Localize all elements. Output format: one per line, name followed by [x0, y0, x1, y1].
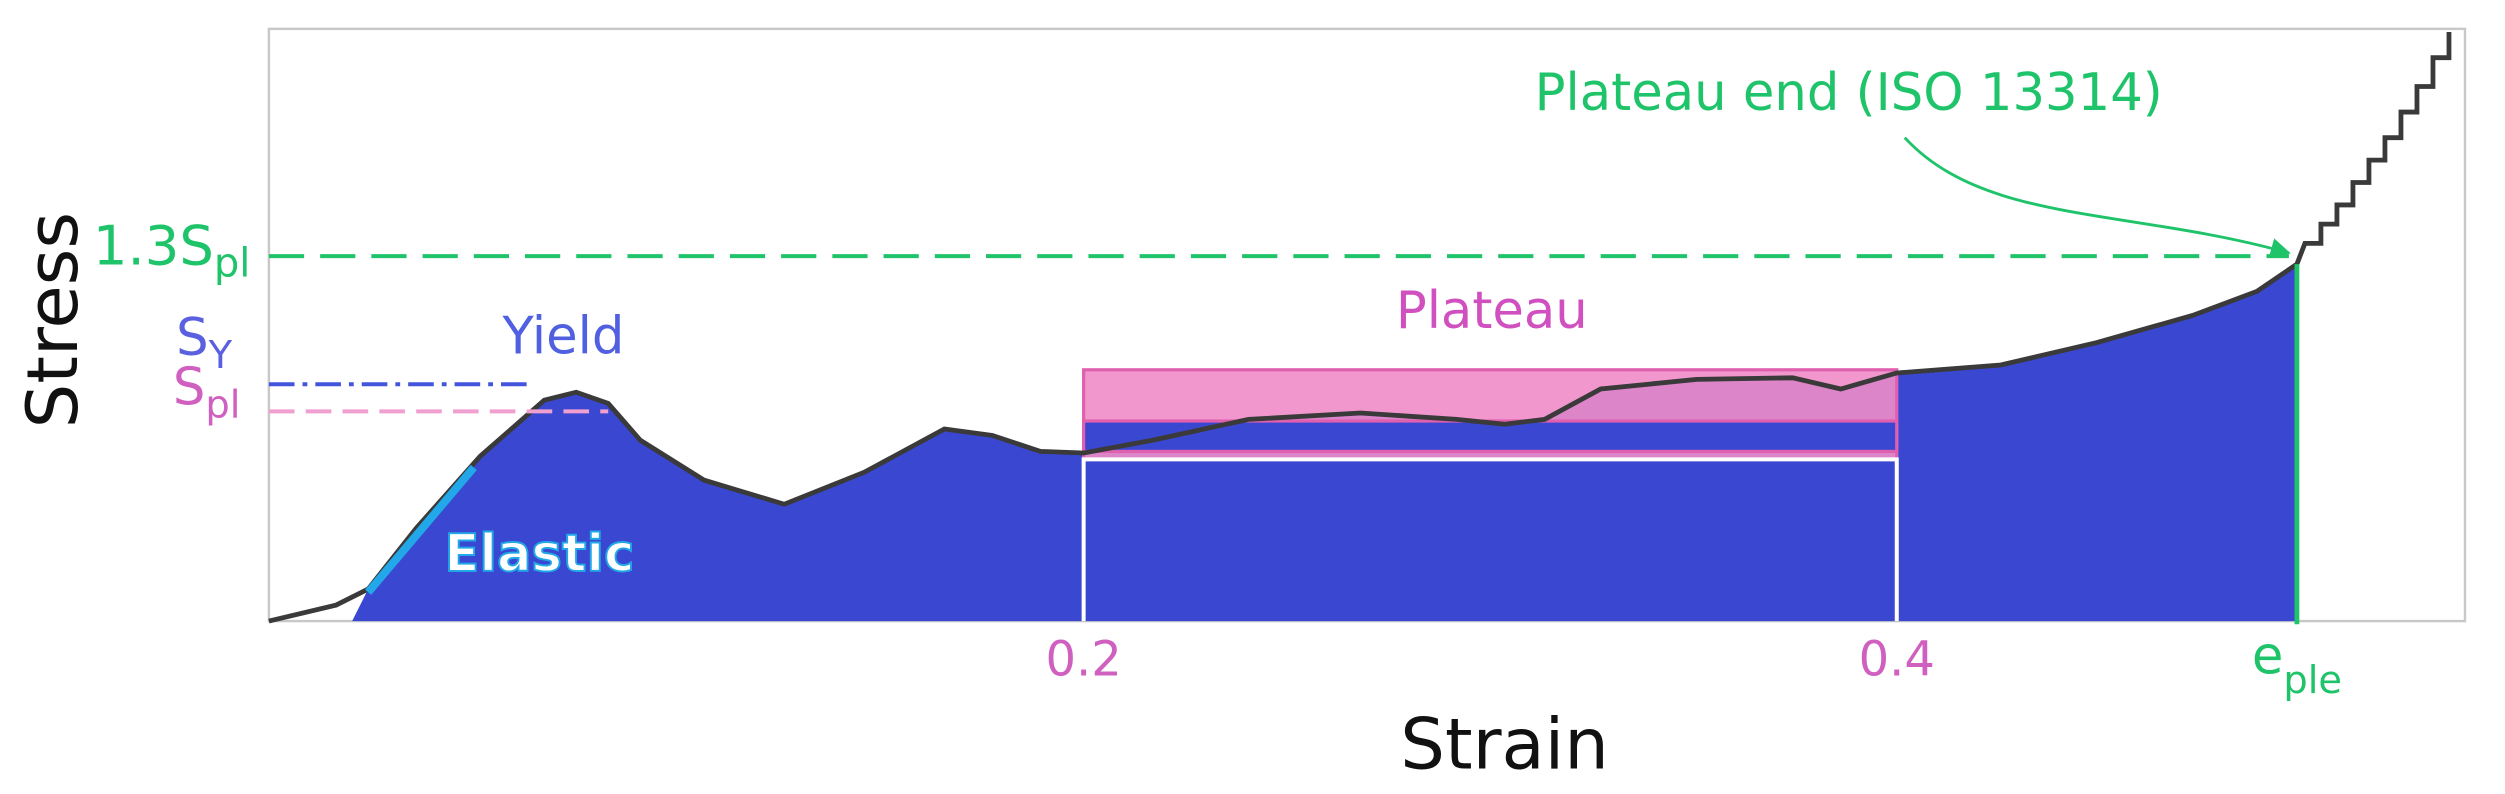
label-base: 1.3S	[93, 214, 214, 278]
label-base: e	[2252, 627, 2284, 687]
label-sub: pl	[214, 241, 251, 287]
y-ref-label: 1.3Spl	[93, 214, 251, 287]
plateau-label: Plateau	[1396, 281, 1588, 341]
label-base: S	[173, 358, 206, 418]
y-axis-label: Stress	[12, 212, 94, 428]
elastic-label: Elastic	[444, 524, 634, 584]
plateau-inner	[1082, 419, 1899, 454]
elastic-line	[365, 464, 477, 595]
strain-window	[1081, 457, 1899, 622]
y-ref-label: SY	[176, 308, 233, 378]
label-sub: ple	[2283, 657, 2342, 702]
x-tick-label: eple	[2252, 627, 2342, 703]
plateau-end-label: Plateau end (ISO 13314)	[1535, 63, 2163, 123]
x-tick-label: 0.2	[1045, 632, 1121, 688]
y-ref-label: Spl	[173, 358, 241, 428]
x-axis-label: Strain	[1400, 704, 1609, 786]
label-sub: Y	[208, 332, 233, 377]
plateau-end-arrow	[1903, 136, 2291, 258]
label-sub: pl	[205, 382, 240, 427]
stress-strain-curve	[268, 32, 2452, 624]
x-tick-label: 0.4	[1859, 632, 1935, 688]
label-base: S	[176, 308, 209, 368]
yield-label: Yield	[501, 306, 624, 366]
